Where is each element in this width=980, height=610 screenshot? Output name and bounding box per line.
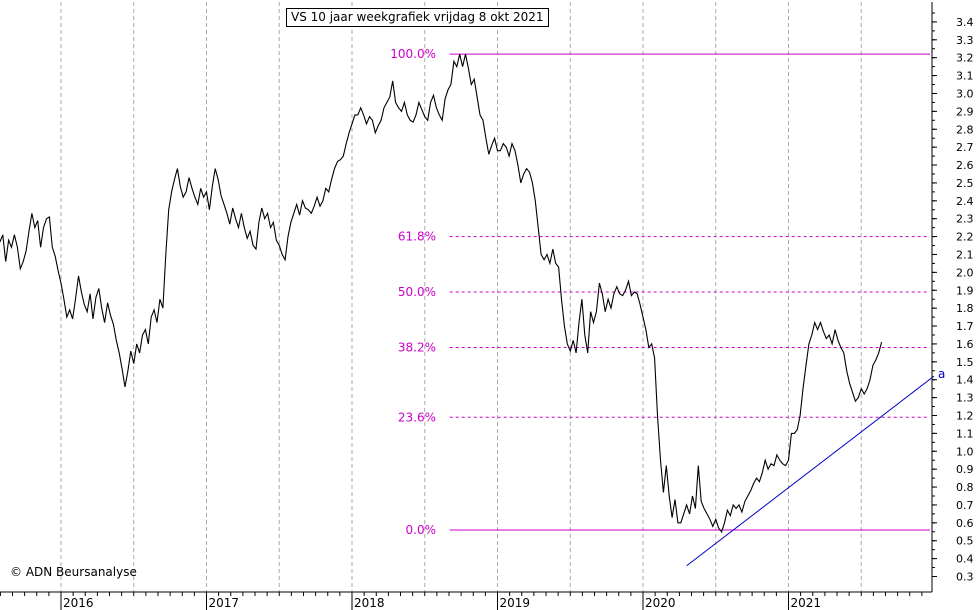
y-tick-label: 1.1 [956,427,974,440]
x-tick-label: 2020 [645,596,676,610]
y-tick-label: 0.3 [956,571,974,584]
y-tick-label: 1.5 [956,356,974,369]
fib-level-label: 23.6% [398,410,436,424]
fib-level-label: 61.8% [398,230,436,244]
y-tick-label: 0.4 [956,553,974,566]
x-tick-label: 2019 [500,596,531,610]
trendline: a [686,367,945,567]
x-tick-label: 2021 [791,596,822,610]
y-tick-label: 3.3 [956,34,974,47]
fibonacci-levels: 100.0% 61.8% 50.0% 38.2% 23.6% 0.0% [390,47,930,537]
y-tick-label: 0.9 [956,463,974,476]
x-tick-label: 2018 [354,596,385,610]
chart-title: VS 10 jaar weekgrafiek vrijdag 8 okt 202… [286,8,549,27]
y-tick-label: 1.0 [956,445,974,458]
y-tick-label: 0.7 [956,499,974,512]
y-tick-label: 0.5 [956,535,974,548]
y-tick-label: 2.0 [956,266,974,279]
y-tick-label: 2.9 [956,105,974,118]
y-tick-label: 1.9 [956,284,974,297]
y-tick-label: 3.2 [956,52,974,65]
y-tick-label: 2.4 [956,195,974,208]
y-tick-label: 3.1 [956,70,974,83]
y-tick-label: 3.4 [956,16,974,29]
y-tick-label: 0.8 [956,481,974,494]
y-axis: 0.3 0.4 0.5 0.6 0.7 0.8 0.9 1.0 1.1 1.2 1.3 1.4 1.5 1… [931,2,974,592]
x-axis: 2016 2017 2018 2019 2020 2021 [0,591,932,610]
y-tick-label: 1.2 [956,409,974,422]
trendline-label: a [938,367,945,381]
x-tick-label: 2016 [63,596,94,610]
fib-level-label: 38.2% [398,341,436,355]
y-tick-label: 1.3 [956,392,974,405]
y-tick-label: 1.8 [956,302,974,315]
fib-level-label: 50.0% [398,285,436,299]
y-tick-label: 2.6 [956,159,974,172]
y-tick-label: 2.3 [956,213,974,226]
y-tick-label: 0.6 [956,517,974,530]
fib-level-label: 100.0% [390,47,436,61]
fib-level-label: 0.0% [406,523,437,537]
y-tick-label: 2.8 [956,123,974,136]
y-tick-label: 3.0 [956,87,974,100]
series-line [0,53,883,533]
vertical-gridlines [60,2,862,592]
y-tick-label: 2.2 [956,231,974,244]
trendline-line [686,375,935,567]
y-tick-label: 1.7 [956,320,974,333]
y-tick-label: 2.7 [956,141,974,154]
y-tick-label: 2.5 [956,177,974,190]
price-series [0,53,883,533]
copyright-text: © ADN Beursanalyse [10,565,137,579]
y-tick-label: 1.4 [956,374,974,387]
y-tick-label: 1.6 [956,338,974,351]
y-tick-label: 2.1 [956,248,974,261]
x-tick-label: 2017 [209,596,240,610]
